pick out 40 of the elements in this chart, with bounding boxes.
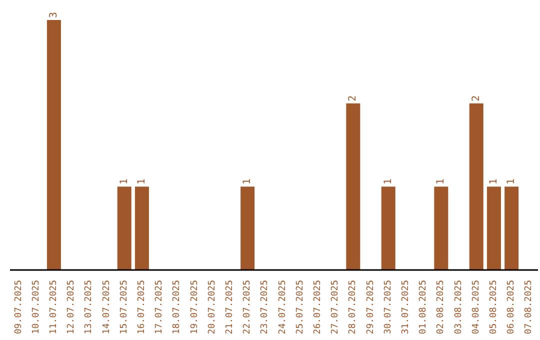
x-tick-label: 30.07.2025 xyxy=(383,280,394,334)
x-tick-label: 23.07.2025 xyxy=(260,280,270,334)
data-label: 1 xyxy=(382,178,394,185)
x-tick-label: 24.07.2025 xyxy=(278,280,288,334)
x-tick-label: 29.07.2025 xyxy=(366,280,376,334)
x-tick-label: 04.08.2025 xyxy=(471,280,482,334)
data-label: 1 xyxy=(488,178,500,185)
x-tick-label: 09.07.2025 xyxy=(14,280,24,334)
data-label: 1 xyxy=(436,178,447,185)
data-label: 1 xyxy=(118,178,130,185)
x-tick-label: 02.08.2025 xyxy=(436,280,446,334)
x-tick-label: 27.07.2025 xyxy=(330,280,341,334)
x-tick-label: 16.07.2025 xyxy=(137,280,147,334)
x-tick-label: 10.07.2025 xyxy=(31,280,42,334)
data-label: 1 xyxy=(506,178,518,185)
x-tick-label: 28.07.2025 xyxy=(348,280,358,334)
data-label: 1 xyxy=(136,178,148,185)
x-tick-label: 05.08.2025 xyxy=(489,280,499,334)
data-label: 2 xyxy=(348,95,359,102)
x-tick-label: 21.07.2025 xyxy=(225,280,235,334)
x-tick-label: 12.07.2025 xyxy=(66,280,77,334)
data-label: 3 xyxy=(48,12,60,18)
x-tick-label: 06.08.2025 xyxy=(506,280,517,334)
x-tick-label: 01.08.2025 xyxy=(418,280,429,334)
x-tick-label: 07.08.2025 xyxy=(524,280,534,334)
x-tick-label: 03.08.2025 xyxy=(454,280,464,334)
x-tick-label: 26.07.2025 xyxy=(313,280,323,334)
x-tick-label: 19.07.2025 xyxy=(190,280,200,334)
x-tick-label: 14.07.2025 xyxy=(102,280,112,334)
x-tick-label: 15.07.2025 xyxy=(119,280,130,334)
x-tick-label: 22.07.2025 xyxy=(242,280,253,334)
x-tick-label: 31.07.2025 xyxy=(401,280,411,334)
x-tick-label: 20.07.2025 xyxy=(207,280,218,334)
x-tick-label: 11.07.2025 xyxy=(49,280,59,334)
x-tick-label: 18.07.2025 xyxy=(172,280,182,334)
x-tick-label: 17.07.2025 xyxy=(154,280,165,334)
x-tick-label: 13.07.2025 xyxy=(84,280,94,334)
x-tick-label: 25.07.2025 xyxy=(295,280,306,334)
data-label: 2 xyxy=(470,95,482,102)
data-label: 1 xyxy=(242,178,254,185)
